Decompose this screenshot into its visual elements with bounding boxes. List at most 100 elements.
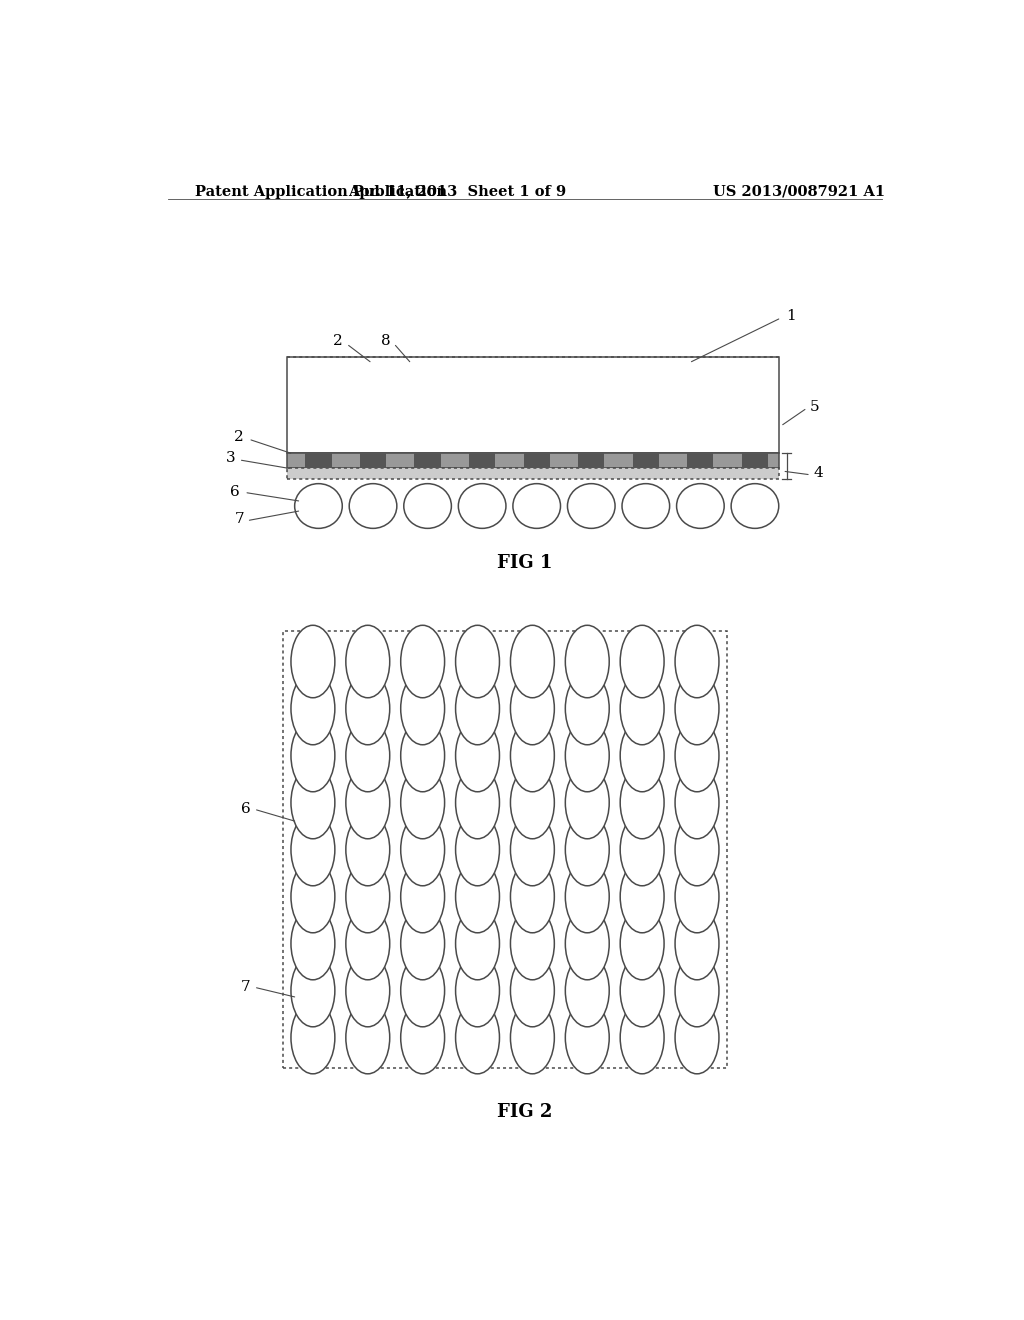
Ellipse shape (621, 861, 665, 933)
Bar (687, 453, 714, 469)
Ellipse shape (675, 672, 719, 744)
Bar (287, 356, 779, 453)
Ellipse shape (291, 813, 335, 886)
Bar (633, 453, 658, 469)
Bar (415, 453, 440, 469)
Ellipse shape (456, 954, 500, 1027)
Ellipse shape (510, 626, 554, 698)
Ellipse shape (291, 954, 335, 1027)
Ellipse shape (675, 907, 719, 979)
Ellipse shape (567, 483, 615, 528)
Ellipse shape (565, 719, 609, 792)
Ellipse shape (346, 767, 390, 838)
Ellipse shape (400, 767, 444, 838)
Ellipse shape (400, 626, 444, 698)
Ellipse shape (291, 861, 335, 933)
Ellipse shape (513, 483, 560, 528)
Text: FIG 2: FIG 2 (497, 1102, 553, 1121)
Ellipse shape (731, 483, 779, 528)
Ellipse shape (621, 954, 665, 1027)
Ellipse shape (349, 483, 397, 528)
Ellipse shape (565, 813, 609, 886)
Ellipse shape (346, 907, 390, 979)
Bar (287, 453, 779, 469)
Ellipse shape (400, 861, 444, 933)
Ellipse shape (621, 719, 665, 792)
Ellipse shape (456, 719, 500, 792)
Ellipse shape (400, 907, 444, 979)
Ellipse shape (346, 1002, 390, 1074)
Ellipse shape (346, 626, 390, 698)
Text: Apr. 11, 2013  Sheet 1 of 9: Apr. 11, 2013 Sheet 1 of 9 (348, 185, 566, 199)
Ellipse shape (510, 767, 554, 838)
Text: FIG 1: FIG 1 (497, 554, 553, 572)
Bar (359, 453, 386, 469)
Ellipse shape (621, 626, 665, 698)
Ellipse shape (675, 626, 719, 698)
Text: 7: 7 (234, 512, 244, 527)
Text: 3: 3 (226, 451, 236, 465)
Ellipse shape (675, 1002, 719, 1074)
Ellipse shape (456, 1002, 500, 1074)
Ellipse shape (346, 672, 390, 744)
Bar (741, 453, 768, 469)
Text: 1: 1 (785, 309, 796, 323)
Ellipse shape (621, 813, 665, 886)
Text: 5: 5 (810, 400, 819, 414)
Ellipse shape (675, 954, 719, 1027)
Ellipse shape (346, 813, 390, 886)
Bar (469, 453, 496, 469)
Ellipse shape (565, 767, 609, 838)
Ellipse shape (456, 626, 500, 698)
Ellipse shape (565, 861, 609, 933)
Ellipse shape (510, 954, 554, 1027)
Ellipse shape (621, 767, 665, 838)
Ellipse shape (510, 719, 554, 792)
Ellipse shape (291, 719, 335, 792)
Ellipse shape (456, 861, 500, 933)
Ellipse shape (400, 719, 444, 792)
Ellipse shape (291, 672, 335, 744)
Ellipse shape (675, 719, 719, 792)
Ellipse shape (400, 1002, 444, 1074)
Text: 4: 4 (813, 466, 823, 480)
Ellipse shape (456, 672, 500, 744)
Ellipse shape (565, 907, 609, 979)
Bar (523, 453, 550, 469)
Ellipse shape (510, 907, 554, 979)
Ellipse shape (675, 861, 719, 933)
Ellipse shape (346, 861, 390, 933)
Ellipse shape (675, 813, 719, 886)
Ellipse shape (400, 954, 444, 1027)
Ellipse shape (346, 719, 390, 792)
Ellipse shape (510, 861, 554, 933)
Ellipse shape (291, 767, 335, 838)
Ellipse shape (291, 1002, 335, 1074)
Ellipse shape (459, 483, 506, 528)
Bar (305, 453, 332, 469)
Ellipse shape (291, 626, 335, 698)
Text: US 2013/0087921 A1: US 2013/0087921 A1 (713, 185, 885, 199)
Ellipse shape (565, 626, 609, 698)
Text: 2: 2 (334, 334, 343, 348)
Bar (287, 469, 779, 479)
Ellipse shape (456, 767, 500, 838)
Ellipse shape (291, 907, 335, 979)
Ellipse shape (456, 813, 500, 886)
Ellipse shape (565, 672, 609, 744)
Text: 6: 6 (241, 801, 250, 816)
Text: 2: 2 (234, 430, 244, 444)
Ellipse shape (346, 954, 390, 1027)
Ellipse shape (675, 767, 719, 838)
Ellipse shape (400, 813, 444, 886)
Ellipse shape (677, 483, 724, 528)
Ellipse shape (510, 672, 554, 744)
Ellipse shape (510, 813, 554, 886)
Bar (283, 631, 727, 1068)
Ellipse shape (456, 907, 500, 979)
Text: 8: 8 (381, 334, 391, 348)
Ellipse shape (621, 672, 665, 744)
Ellipse shape (565, 954, 609, 1027)
Bar (579, 453, 604, 469)
Ellipse shape (400, 672, 444, 744)
